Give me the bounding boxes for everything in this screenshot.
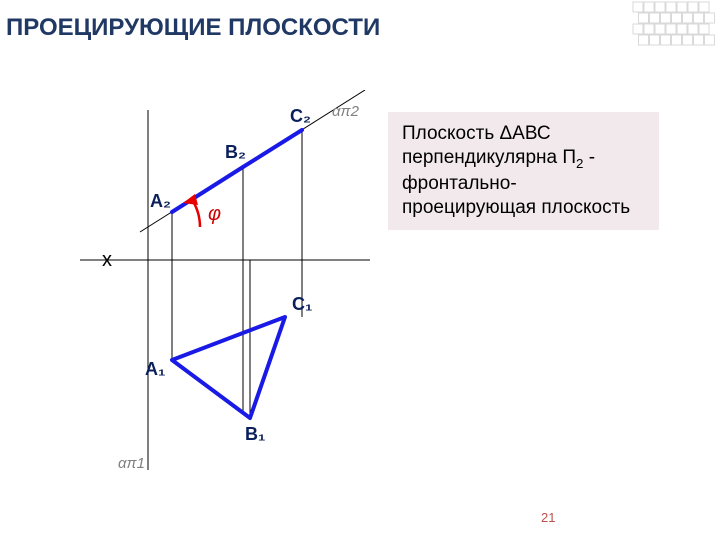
page-number: 21 (541, 510, 555, 525)
projection-diagram: x A₂ B₂ C₂ A₁ B₁ C₁ φ απ2 απ1 (80, 90, 380, 490)
corner-decor (631, 0, 720, 56)
svg-text:A₁: A₁ (145, 359, 165, 379)
svg-text:B₁: B₁ (245, 424, 265, 444)
svg-text:x: x (102, 249, 112, 271)
svg-text:C₂: C₂ (290, 106, 311, 126)
svg-text:απ1: απ1 (118, 455, 145, 472)
page-title: ПРОЕЦИРУЮЩИЕ ПЛОСКОСТИ (6, 14, 380, 42)
svg-text:A₂: A₂ (150, 191, 171, 211)
svg-text:B₂: B₂ (225, 142, 246, 162)
svg-text:C₁: C₁ (292, 294, 312, 314)
description-textbox: Плоскость ΔАВС перпендикулярна П2 - фрон… (388, 112, 659, 230)
svg-text:απ2: απ2 (332, 103, 360, 120)
svg-text:φ: φ (208, 203, 221, 225)
